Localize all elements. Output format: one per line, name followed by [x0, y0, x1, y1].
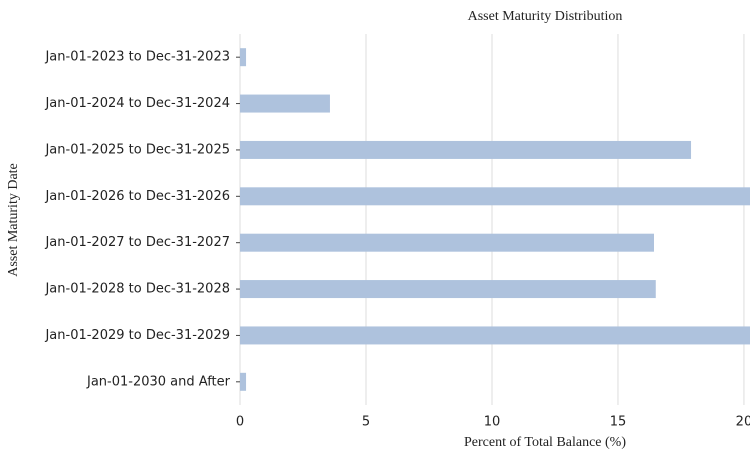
y-tick-label: Jan-01-2029 to Dec-31-2029: [44, 328, 230, 343]
bar: [240, 140, 692, 159]
x-axis-label: Percent of Total Balance (%): [464, 435, 626, 450]
bar: [240, 187, 750, 206]
x-tick-label: 20: [736, 415, 750, 430]
x-tick-label: 5: [362, 415, 370, 430]
y-tick-label: Jan-01-2023 to Dec-31-2023: [44, 50, 230, 65]
bar: [240, 326, 750, 345]
x-tick-label: 15: [610, 415, 627, 430]
y-tick-label: Jan-01-2027 to Dec-31-2027: [44, 235, 230, 250]
chart-title: Asset Maturity Distribution: [468, 9, 623, 24]
bar: [240, 233, 654, 252]
bar: [240, 48, 247, 67]
y-tick-label: Jan-01-2024 to Dec-31-2024: [44, 96, 230, 111]
x-tick-label: 0: [236, 415, 244, 430]
bar: [240, 94, 330, 113]
x-tick-label: 10: [484, 415, 501, 430]
y-axis-label: Asset Maturity Date: [6, 163, 21, 277]
y-tick-label: Jan-01-2025 to Dec-31-2025: [44, 142, 230, 157]
y-tick-label: Jan-01-2026 to Dec-31-2026: [44, 189, 230, 204]
y-tick-label: Jan-01-2030 and After: [86, 374, 231, 389]
y-tick-label: Jan-01-2028 to Dec-31-2028: [44, 282, 230, 297]
bar: [240, 372, 247, 391]
bar: [240, 280, 656, 299]
